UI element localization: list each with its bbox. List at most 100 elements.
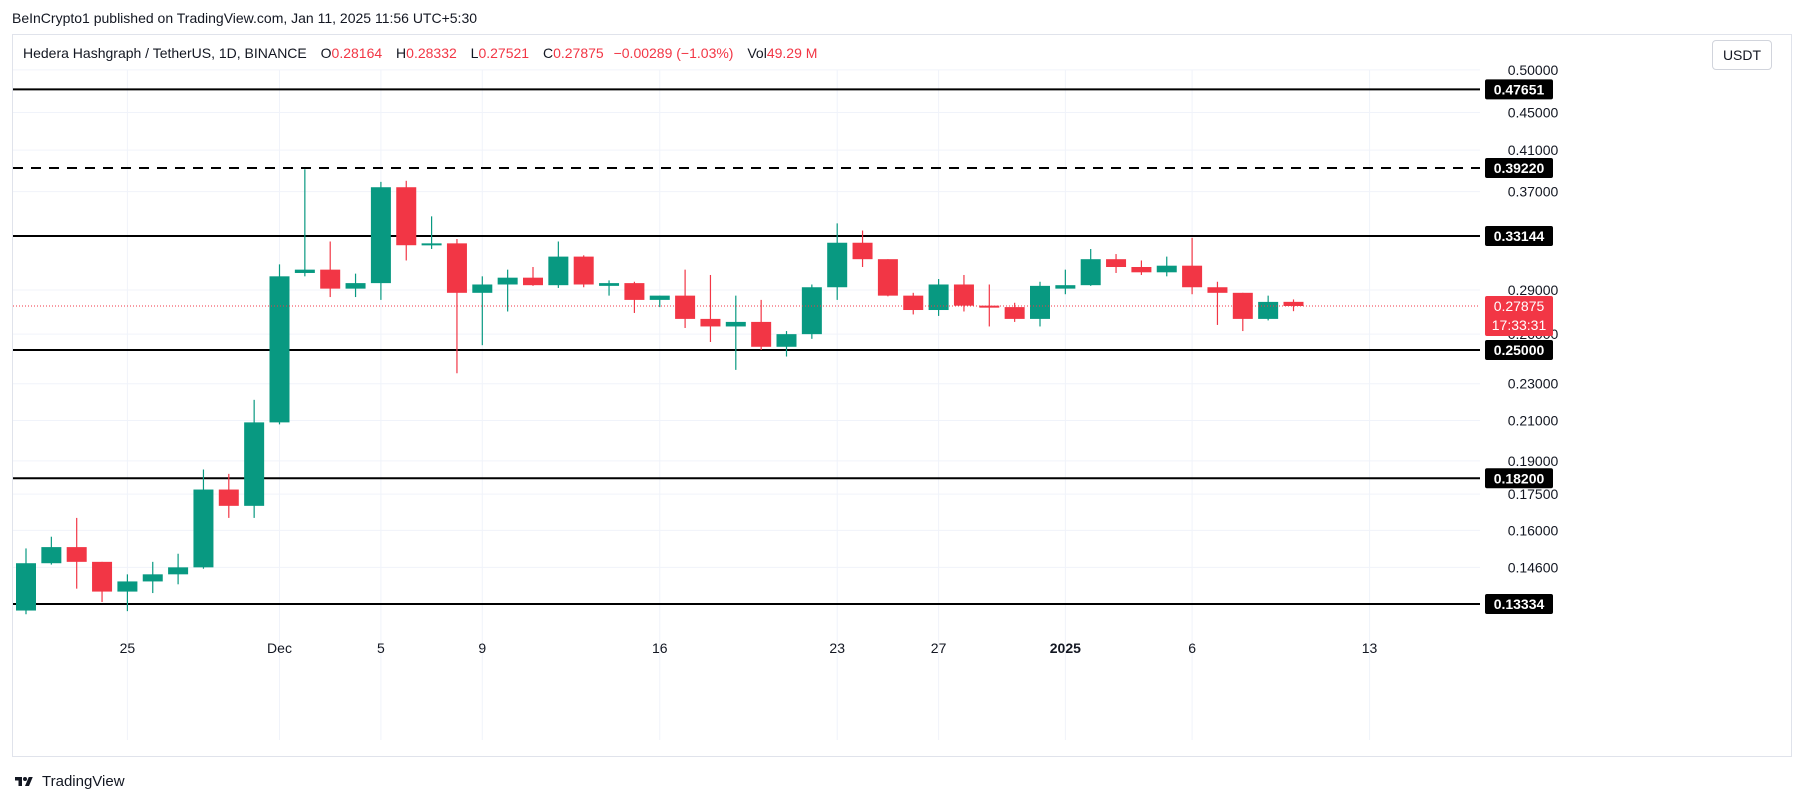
candle-body[interactable] — [320, 269, 341, 289]
candle-body[interactable] — [1004, 307, 1025, 319]
time-axis-label: 25 — [120, 640, 136, 656]
time-axis-label: 16 — [652, 640, 668, 656]
high-label: H — [396, 45, 407, 61]
level-label-bg — [1485, 79, 1553, 100]
close-label: C — [542, 45, 554, 61]
time-axis-label: 2025 — [1050, 640, 1081, 656]
candle-body[interactable] — [1258, 301, 1279, 319]
price-axis-label: 0.16000 — [1508, 522, 1559, 538]
candle-body[interactable] — [396, 187, 417, 246]
level-label-bg — [1485, 226, 1553, 247]
candle-body[interactable] — [852, 242, 873, 260]
candle-body[interactable] — [1055, 285, 1076, 289]
candle-body[interactable] — [218, 489, 239, 506]
close-value: 0.27875 — [553, 45, 604, 61]
candle-body[interactable] — [827, 242, 848, 288]
candle-body[interactable] — [649, 295, 670, 300]
candle-body[interactable] — [1080, 259, 1101, 286]
volume-label: Vol — [747, 45, 767, 61]
time-axis-label: 13 — [1362, 640, 1378, 656]
volume-value: 49.29 M — [766, 45, 818, 61]
candle-body[interactable] — [548, 256, 569, 286]
candle-body[interactable] — [446, 243, 467, 293]
candle-body[interactable] — [599, 283, 620, 286]
currency-button[interactable]: USDT — [1712, 40, 1772, 70]
publish-caption: BeInCrypto1 published on TradingView.com… — [12, 10, 478, 26]
candle-body[interactable] — [877, 259, 898, 296]
candle-body[interactable] — [16, 563, 36, 611]
candle-body[interactable] — [1182, 265, 1203, 288]
countdown-label: 17:33:31 — [1492, 317, 1547, 333]
change-value: −0.00289 (−1.03%) — [613, 45, 734, 61]
time-axis-label: 5 — [377, 640, 385, 656]
candle-body[interactable] — [1232, 292, 1253, 319]
price-axis-label: 0.50000 — [1508, 62, 1559, 78]
price-axis-label: 0.29000 — [1508, 282, 1559, 298]
candle-body[interactable] — [928, 284, 949, 311]
time-axis-label: 27 — [931, 640, 947, 656]
candle-body[interactable] — [193, 489, 214, 568]
level-label-bg — [1485, 468, 1553, 489]
candle-body[interactable] — [117, 581, 138, 592]
high-value: 0.28332 — [406, 45, 457, 61]
candle-body[interactable] — [472, 284, 493, 293]
level-label: 0.33144 — [1494, 228, 1545, 244]
candle-body[interactable] — [168, 567, 189, 575]
candle-body[interactable] — [624, 283, 645, 300]
candle-body[interactable] — [497, 277, 518, 285]
tradingview-logo-icon — [15, 776, 33, 786]
candle-body[interactable] — [66, 547, 87, 562]
time-axis-label: Dec — [267, 640, 292, 656]
level-label: 0.25000 — [1494, 342, 1545, 358]
candle-body[interactable] — [725, 321, 746, 327]
candle-body[interactable] — [1283, 301, 1304, 307]
price-axis-label: 0.21000 — [1508, 412, 1559, 428]
candle-body[interactable] — [345, 283, 366, 289]
level-label-bg — [1485, 340, 1553, 360]
level-label: 0.18200 — [1494, 470, 1545, 486]
candle-body[interactable] — [523, 277, 543, 286]
low-label: L — [470, 45, 479, 61]
candle-body[interactable] — [1030, 285, 1050, 319]
candle-body[interactable] — [1207, 287, 1228, 293]
symbol-name: Hedera Hashgraph / TetherUS, 1D, BINANCE — [23, 45, 307, 61]
candle-body[interactable] — [1131, 267, 1152, 273]
level-label: 0.13334 — [1494, 596, 1545, 612]
tradingview-footer[interactable]: TradingView — [12, 773, 125, 790]
symbol-legend: Hedera Hashgraph / TetherUS, 1D, BINANCE… — [23, 45, 817, 61]
candle-body[interactable] — [294, 269, 315, 273]
candle-body[interactable] — [421, 243, 442, 246]
candle-body[interactable] — [903, 295, 924, 311]
price-axis-label: 0.45000 — [1508, 104, 1559, 120]
candle-body[interactable] — [1106, 259, 1127, 268]
candle-body[interactable] — [1156, 265, 1177, 273]
time-axis-label: 6 — [1188, 640, 1196, 656]
low-value: 0.27521 — [478, 45, 530, 61]
current-price-bg — [1485, 296, 1553, 337]
candle-body[interactable] — [751, 321, 772, 347]
candle-body[interactable] — [979, 305, 1000, 308]
price-axis-label: 0.37000 — [1508, 184, 1559, 200]
candle-body[interactable] — [92, 561, 113, 592]
candle-body[interactable] — [370, 187, 391, 284]
candle-body[interactable] — [269, 276, 290, 423]
candle-body[interactable] — [142, 574, 163, 582]
price-axis-label: 0.23000 — [1508, 376, 1559, 392]
level-label: 0.47651 — [1494, 81, 1545, 97]
candle-body[interactable] — [801, 287, 822, 335]
price-axis-label: 0.14600 — [1508, 559, 1559, 575]
candle-body[interactable] — [573, 256, 594, 285]
candle-body[interactable] — [41, 547, 62, 564]
candle-body[interactable] — [675, 295, 696, 319]
level-label: 0.39220 — [1494, 160, 1545, 176]
chart-frame — [12, 34, 1792, 757]
level-label-bg — [1485, 594, 1553, 614]
time-axis-label: 23 — [829, 640, 845, 656]
candle-body[interactable] — [776, 334, 797, 347]
candle-body[interactable] — [700, 318, 721, 327]
candle-body[interactable] — [244, 422, 265, 506]
candle-body[interactable] — [953, 284, 974, 306]
price-axis-label: 0.41000 — [1508, 142, 1559, 158]
current-price-label: 0.27875 — [1494, 298, 1545, 314]
